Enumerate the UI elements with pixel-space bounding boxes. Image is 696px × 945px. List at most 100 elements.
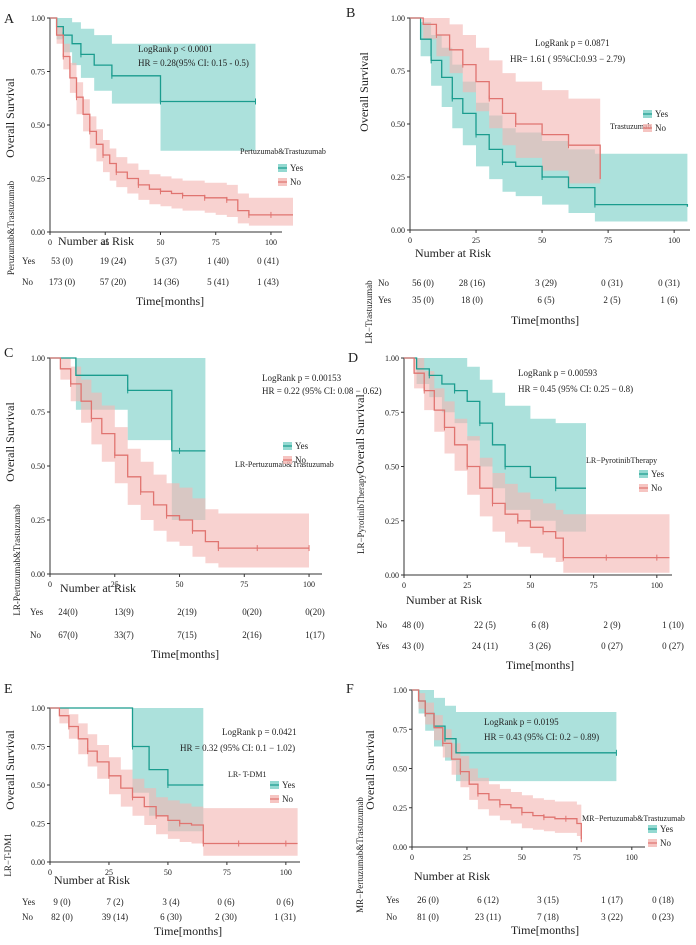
risk-cell: 9 (0) <box>53 897 70 907</box>
group-label: Peruzumab&Trastuzumab <box>6 180 16 275</box>
km-panel-a: A 0.00 0.25 0.50 0.75 1.00 0 25 50 75 100 Overall S… <box>3 12 326 308</box>
risk-cell: 6 (30) <box>160 912 182 922</box>
risk-cell: 0 (31) <box>658 278 680 288</box>
x-tick-label: 75 <box>240 580 248 589</box>
survival-curve-no <box>50 707 298 845</box>
risk-cell: 19 (24) <box>100 256 126 266</box>
risk-cell: 173 (0) <box>49 277 75 287</box>
risk-cell: 3 (4) <box>162 897 179 907</box>
risk-row-label: Yes <box>386 895 400 905</box>
risk-cell: 0(20) <box>242 607 262 617</box>
y-tick-label: 0.00 <box>31 570 45 579</box>
risk-cell: 1 (31) <box>274 912 296 922</box>
x-tick-label: 50 <box>538 236 546 245</box>
logrank-stat: LogRank p = 0.0195 <box>484 717 559 727</box>
risk-cell: 7 (2) <box>106 897 123 907</box>
risk-table-title: Number at Risk <box>54 873 130 887</box>
legend-label-yes: Yes <box>660 824 674 834</box>
risk-cell: 56 (0) <box>412 278 434 288</box>
risk-table-title: Number at Risk <box>406 593 482 607</box>
panel-letter: C <box>4 346 13 361</box>
risk-cell: 1 (17) <box>601 895 623 905</box>
panel-letter: E <box>4 682 13 697</box>
x-tick-label: 50 <box>526 581 534 590</box>
hazard-ratio-stat: HR = 0.22 (95% CI: 0.08 − 0.62) <box>262 386 382 396</box>
x-tick-label: 0 <box>408 236 412 245</box>
risk-cell: 0 (27) <box>601 641 623 651</box>
risk-table-title: Number at Risk <box>58 234 134 248</box>
y-tick-label: 0.50 <box>31 462 45 471</box>
y-tick-label: 1.00 <box>31 354 45 363</box>
risk-cell: 22 (5) <box>474 620 496 630</box>
survival-curve-yes <box>50 707 204 786</box>
y-tick-label: 0.75 <box>393 725 407 734</box>
km-panel-f: F 0.00 0.25 0.50 0.75 1.00 0 25 50 75 100 Overall S… <box>346 682 685 937</box>
legend-label-no: No <box>295 455 306 465</box>
y-tick-label: 0.75 <box>391 67 405 76</box>
hazard-ratio-stat: HR = 0.28(95% CI: 0.15 - 0.5) <box>138 58 249 68</box>
legend-label-no: No <box>290 177 301 187</box>
risk-cell: 0 (23) <box>652 912 674 922</box>
x-axis-title: Time[months] <box>506 658 574 672</box>
risk-cell: 81 (0) <box>417 912 439 922</box>
group-label: LR-Pertuzumab&Trastuzumab <box>12 504 22 616</box>
x-tick-label: 100 <box>626 853 638 862</box>
logrank-stat: LogRank p = 0.0421 <box>222 727 297 737</box>
legend-label-yes: Yes <box>282 780 296 790</box>
y-tick-label: 0.50 <box>391 120 405 129</box>
risk-cell: 1 (6) <box>660 295 677 305</box>
ci-band-no <box>50 358 309 568</box>
risk-cell: 67(0) <box>58 630 78 640</box>
y-tick-label: 0.00 <box>31 858 45 867</box>
hazard-ratio-stat: HR = 0.43 (95% CI: 0.2 − 0.89) <box>484 732 599 742</box>
risk-cell: 1 (10) <box>662 620 684 630</box>
y-tick-label: 0.25 <box>385 517 399 526</box>
x-tick-label: 75 <box>212 238 220 247</box>
risk-cell: 14 (36) <box>153 277 179 287</box>
risk-cell: 0(20) <box>305 607 325 617</box>
x-tick-label: 50 <box>518 853 526 862</box>
risk-row-label: Yes <box>378 295 392 305</box>
y-axis-title: Overall Survival <box>353 394 367 474</box>
risk-cell: 13(9) <box>114 607 134 617</box>
legend-title: Trastuzumab <box>610 122 651 131</box>
risk-cell: 2(19) <box>177 607 197 617</box>
risk-cell: 1(17) <box>305 630 325 640</box>
x-tick-label: 0 <box>48 238 52 247</box>
ci-band-no <box>412 690 582 844</box>
x-tick-label: 100 <box>668 236 680 245</box>
legend-label-yes: Yes <box>295 441 309 451</box>
x-axis-title: Time[months] <box>151 647 219 661</box>
x-tick-label: 25 <box>463 853 471 862</box>
survival-curve-no <box>404 357 670 559</box>
y-axis-title: Overall Survival <box>3 78 17 158</box>
risk-row-label: Yes <box>30 607 44 617</box>
ci-band-no <box>410 18 601 205</box>
risk-cell: 28 (16) <box>459 278 485 288</box>
y-tick-label: 0.50 <box>31 121 45 130</box>
legend-label-yes: Yes <box>655 109 669 119</box>
risk-cell: 3 (15) <box>537 895 559 905</box>
x-tick-label: 100 <box>651 581 663 590</box>
ci-band-no <box>50 18 293 226</box>
x-tick-label: 75 <box>573 853 581 862</box>
survival-curve-no <box>412 689 582 840</box>
x-tick-label: 100 <box>265 238 277 247</box>
risk-cell: 3 (29) <box>535 278 557 288</box>
x-tick-label: 25 <box>105 868 113 877</box>
risk-cell: 53 (0) <box>51 256 73 266</box>
x-axis-title: Time[months] <box>511 923 579 937</box>
risk-row-label: No <box>22 277 33 287</box>
legend-label-yes: Yes <box>651 469 665 479</box>
x-tick-label: 25 <box>111 580 119 589</box>
x-tick-label: 0 <box>48 580 52 589</box>
group-label: LR−PyrotinibTherapy <box>356 473 366 554</box>
logrank-stat: LogRank p = 0.0871 <box>535 38 610 48</box>
x-tick-label: 0 <box>48 868 52 877</box>
survival-curve-yes <box>50 17 256 103</box>
legend-label-yes: Yes <box>290 163 304 173</box>
y-axis-title: Overall Survival <box>3 730 17 810</box>
y-tick-label: 0.50 <box>393 765 407 774</box>
x-tick-label: 0 <box>402 581 406 590</box>
survival-curve-no <box>410 17 601 180</box>
